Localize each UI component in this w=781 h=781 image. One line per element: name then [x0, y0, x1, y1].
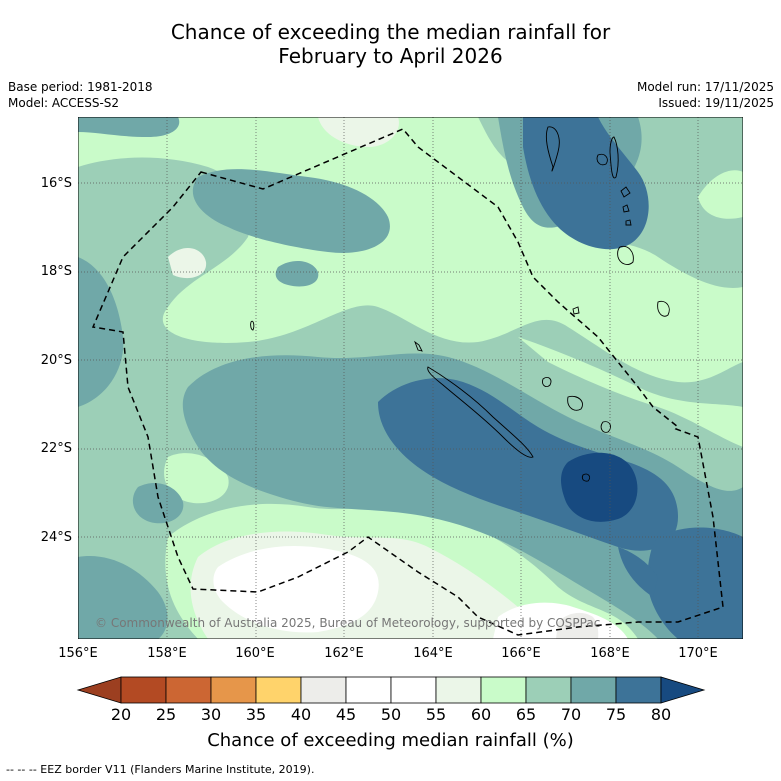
rainfall-probability-map: © Commonwealth of Australia 2025, Bureau… — [78, 117, 743, 639]
vanuatu-north-coast — [545, 126, 560, 172]
map-copyright: © Commonwealth of Australia 2025, Bureau… — [95, 616, 600, 630]
lon-label-156e: 156°E — [58, 646, 98, 661]
colorbar-cell-75 — [615, 676, 662, 704]
lat-label-20s: 20°S — [40, 353, 72, 368]
contour-70-75-central — [275, 260, 319, 287]
cb-tick-30: 30 — [200, 705, 222, 724]
southeast-islet — [581, 473, 591, 482]
colorbar-cell-35 — [255, 676, 302, 704]
lat-label-24s: 24°S — [40, 530, 72, 545]
colorbar — [76, 676, 706, 704]
vanuatu-central-coast — [596, 136, 619, 179]
cb-tick-55: 55 — [425, 705, 447, 724]
cb-tick-35: 35 — [245, 705, 267, 724]
loyalty-islands-coast — [542, 376, 611, 433]
map-gridlines — [78, 117, 743, 639]
colorbar-over-triangle — [660, 676, 706, 704]
lon-label-158e: 158°E — [147, 646, 187, 661]
western-islet — [250, 320, 255, 331]
colorbar-cell-45 — [345, 676, 392, 704]
new-caledonia-coast — [427, 366, 534, 458]
cb-tick-80: 80 — [650, 705, 672, 724]
colorbar-cell-70 — [570, 676, 617, 704]
lon-label-160e: 160°E — [235, 646, 275, 661]
cb-tick-50: 50 — [380, 705, 402, 724]
contour-50-55-south — [213, 546, 379, 633]
contour-60-65-east — [518, 337, 743, 447]
contour-70-75-northwest — [78, 117, 180, 137]
cb-tick-75: 75 — [605, 705, 627, 724]
colorbar-cell-50 — [390, 676, 437, 704]
colorbar-cell-40 — [300, 676, 347, 704]
cb-tick-70: 70 — [560, 705, 582, 724]
colorbar-cell-55 — [435, 676, 482, 704]
map-title-line2: February to April 2026 — [278, 44, 503, 68]
contour-75-80-southeast — [647, 527, 743, 639]
small-islands — [572, 186, 632, 315]
eez-legend-footer: -- -- -- EEZ border V11 (Flanders Marine… — [6, 763, 315, 776]
chesterfield-islet — [414, 340, 423, 352]
cb-tick-60: 60 — [470, 705, 492, 724]
vanuatu-south-coast — [617, 245, 670, 317]
contour-70-75-west-mid — [132, 482, 184, 524]
lon-label-162e: 162°E — [324, 646, 364, 661]
base-period: Base period: 1981-2018 — [8, 80, 153, 94]
contour-70-75-southwest — [78, 556, 168, 639]
contour-55-60-west — [168, 247, 207, 279]
contour-70-75-main — [182, 353, 743, 639]
colorbar-under-triangle — [76, 676, 122, 704]
contour-70-75-central-north — [192, 169, 390, 253]
map-title-line1: Chance of exceeding the median rainfall … — [170, 20, 611, 44]
cb-tick-20: 20 — [110, 705, 132, 724]
colorbar-cell-60 — [480, 676, 527, 704]
lat-label-16s: 16°S — [40, 176, 72, 191]
colorbar-cell-20 — [120, 676, 167, 704]
coastlines — [250, 126, 670, 482]
contour-60-65-southwest — [164, 453, 229, 504]
cb-tick-45: 45 — [335, 705, 357, 724]
lon-label-164e: 164°E — [413, 646, 453, 661]
contour-70-75-west-lobe — [78, 257, 124, 407]
colorbar-cell-25 — [165, 676, 212, 704]
colorbar-label: Chance of exceeding median rainfall (%) — [207, 730, 574, 751]
colorbar-cell-30 — [210, 676, 257, 704]
colorbar-cell-65 — [525, 676, 572, 704]
eez-border — [91, 128, 724, 636]
lon-label-166e: 166°E — [501, 646, 541, 661]
cb-tick-40: 40 — [290, 705, 312, 724]
lon-label-170e: 170°E — [678, 646, 718, 661]
contour-80-plus-core — [561, 452, 638, 522]
contour-60-65-northeast — [698, 170, 743, 219]
model-run: Model run: 17/11/2025 — [636, 80, 774, 94]
colorbar-cells — [76, 676, 706, 704]
lon-label-168e: 168°E — [590, 646, 630, 661]
model-name: Model: ACCESS-S2 — [8, 96, 120, 110]
cb-tick-25: 25 — [155, 705, 177, 724]
contour-75-80-east-band — [618, 547, 658, 597]
cb-tick-65: 65 — [515, 705, 537, 724]
lat-label-22s: 22°S — [40, 441, 72, 456]
contour-45-50-southeast — [556, 612, 599, 639]
lat-label-18s: 18°S — [40, 264, 72, 279]
issued-date: Issued: 19/11/2025 — [658, 96, 774, 110]
